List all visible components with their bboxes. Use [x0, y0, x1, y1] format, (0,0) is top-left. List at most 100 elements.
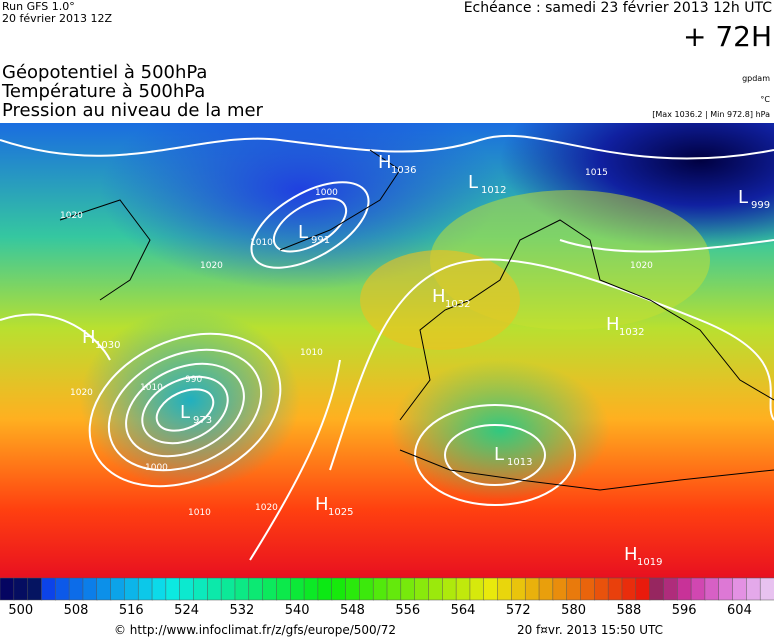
- footer-source: © http://www.infoclimat.fr/z/gfs/europe/…: [114, 623, 396, 637]
- colorbar-swatch: [746, 577, 761, 601]
- isobar-label: 1010: [250, 238, 273, 248]
- colorbar-swatch: [663, 577, 679, 601]
- unit: °C: [760, 95, 770, 104]
- unit: [Max 1036.2 | Min 972.8] hPa: [652, 110, 770, 119]
- center-kind: H: [624, 544, 638, 565]
- colorbar-swatch: [483, 577, 499, 601]
- colorbar-swatch: [428, 577, 444, 601]
- center-kind: H: [82, 327, 96, 348]
- colorbar-swatch: [0, 577, 15, 601]
- colorbar-swatch: [704, 577, 720, 601]
- colorbar-swatch: [759, 577, 774, 601]
- colorbar-label: 516: [119, 603, 144, 618]
- colorbar-swatch: [732, 577, 748, 601]
- colorbar-label: 580: [561, 603, 586, 618]
- colorbar-swatch: [55, 577, 70, 601]
- pressure-center: L 973: [180, 402, 212, 426]
- colorbar-swatch: [234, 577, 250, 601]
- colorbar-swatch: [524, 577, 540, 601]
- colorbar-swatch: [151, 577, 167, 601]
- isobar-label: 1020: [630, 261, 653, 271]
- pressure-center: L 991: [298, 222, 330, 246]
- isobar-label: 1010: [188, 508, 211, 518]
- colorbar-swatch: [580, 577, 596, 601]
- colorbar-swatch: [649, 577, 665, 601]
- center-value: 1013: [507, 457, 532, 468]
- center-value: 1030: [95, 340, 120, 351]
- colorbar-swatch: [331, 577, 347, 601]
- colorbar-swatch: [110, 577, 126, 601]
- center-kind: H: [315, 494, 329, 515]
- colorbar-swatch: [13, 577, 29, 601]
- colorbar-label: 540: [285, 603, 310, 618]
- colorbar-swatch: [442, 577, 457, 601]
- pressure-center: H 1036: [378, 152, 416, 176]
- colorbar-swatch: [303, 577, 319, 601]
- center-kind: H: [432, 286, 446, 307]
- title: Pression au niveau de la mer: [2, 100, 263, 121]
- center-kind: L: [298, 222, 308, 243]
- colorbar-swatch: [345, 577, 361, 601]
- center-value: 1019: [637, 557, 662, 568]
- run: Run GFS 1.0°: [2, 0, 75, 13]
- isobar-label: 1000: [315, 188, 338, 198]
- colorbar-swatch: [469, 577, 485, 601]
- colorbar-swatch: [248, 577, 264, 601]
- center-value: 973: [193, 415, 212, 426]
- colorbar-swatch: [538, 577, 554, 601]
- isobar-label: 1000: [145, 463, 168, 473]
- colorbar-swatch: [359, 577, 374, 601]
- colorbar-swatch: [607, 577, 623, 601]
- colorbar-swatch: [372, 577, 388, 601]
- colorbar-swatch: [165, 577, 181, 601]
- colorbar-label: 524: [174, 603, 199, 618]
- isobar-label: 1020: [70, 388, 93, 398]
- colorbar-swatch: [290, 577, 305, 601]
- center-value: 999: [751, 200, 770, 211]
- footer-generated: 20 f¤vr. 2013 15:50 UTC: [517, 623, 663, 637]
- colorbar-swatch: [276, 577, 291, 601]
- colorbar-swatch: [497, 577, 513, 601]
- colorbar-label: 572: [506, 603, 531, 618]
- center-kind: L: [180, 402, 190, 423]
- colorbar-label: 588: [616, 603, 641, 618]
- center-kind: H: [378, 152, 392, 173]
- pressure-center: H 1032: [432, 286, 470, 310]
- colorbar-swatch: [220, 577, 236, 601]
- isobar-label: 1020: [255, 503, 278, 513]
- colorbar-swatch: [262, 577, 278, 601]
- center-value: 1012: [481, 185, 506, 196]
- colorbar-label: 508: [64, 603, 89, 618]
- colorbar-swatch: [82, 577, 98, 601]
- colorbar-swatch: [400, 577, 416, 601]
- colorbar-label: 596: [672, 603, 697, 618]
- isobar-label: 1010: [300, 348, 323, 358]
- pressure-center: L 1012: [468, 172, 506, 196]
- center-kind: H: [606, 314, 620, 335]
- colorbar-swatch: [635, 577, 651, 601]
- colorbar-swatch: [552, 577, 568, 601]
- colorbar-swatch: [68, 577, 84, 601]
- isobars: [0, 134, 774, 561]
- pressure-center: L 999: [738, 187, 770, 211]
- valid-time: Echéance : samedi 23 février 2013 12h UT…: [463, 0, 772, 16]
- isobar-label: 1020: [200, 261, 223, 271]
- colorbar-swatch: [137, 577, 153, 601]
- colorbar-label: 532: [229, 603, 254, 618]
- title: Température à 500hPa: [2, 81, 206, 102]
- pressure-center: H 1019: [624, 544, 662, 568]
- pressure-center: H 1032: [606, 314, 644, 338]
- colorbar-swatch: [386, 577, 402, 601]
- center-value: 1036: [391, 165, 416, 176]
- run-date: 20 février 2013 12Z: [2, 12, 113, 25]
- colorbar-label: 564: [451, 603, 476, 618]
- colorbar-swatch: [193, 577, 209, 601]
- colorbar-swatch: [677, 577, 692, 601]
- center-kind: L: [494, 444, 504, 465]
- isobar-label: 1015: [585, 168, 608, 178]
- colorbar-swatch: [414, 577, 430, 601]
- isobar-label: 990: [185, 375, 202, 385]
- title: Géopotentiel à 500hPa: [2, 62, 208, 83]
